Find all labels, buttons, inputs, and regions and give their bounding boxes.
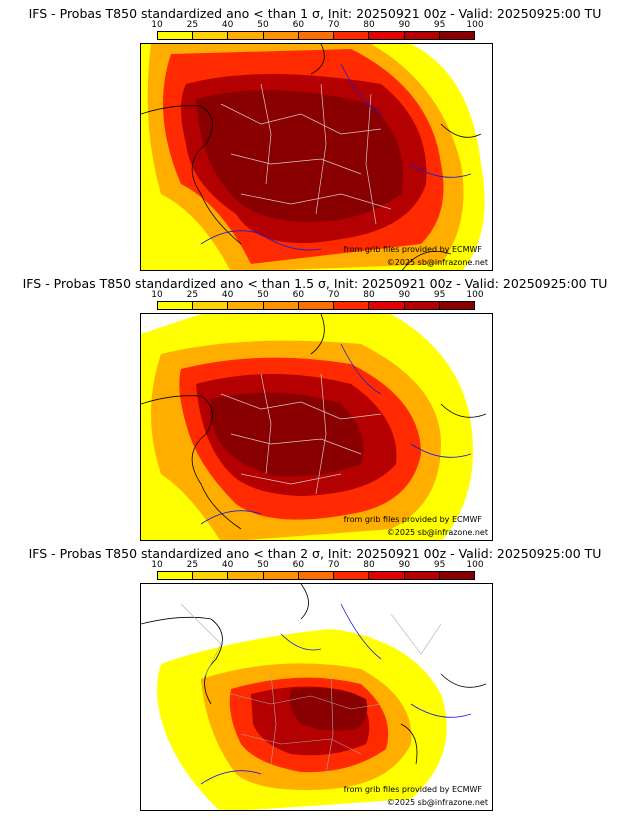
panel-title: IFS - Probas T850 standardized ano < tha… [28,546,602,561]
colorbar-swatch [439,302,474,309]
source-credit: from grib files provided by ECMWF [343,785,482,794]
colorbar-swatch [263,32,299,39]
colorbar-swatch [193,302,229,309]
colorbar-tick-label: 10 [151,290,163,300]
colorbar-swatch [263,572,299,579]
map-canvas [141,584,487,810]
colorbar-tick-labels: 10 25 40 50 60 70 80 90 95 100 [151,20,483,30]
probability-map: from grib files provided by ECMWF ©2025 … [140,43,493,271]
colorbar-swatch [193,32,229,39]
colorbar-tick-label: 40 [221,560,234,570]
colorbar-tick-label: 50 [257,20,269,30]
colorbar-tick-label: 60 [292,560,305,570]
probability-map: from grib files provided by ECMWF ©2025 … [140,583,493,811]
colorbar-tick-label: 100 [466,560,484,570]
colorbar-swatch [158,32,194,39]
colorbar-tick-label: 95 [433,20,446,30]
colorbar-swatches [157,571,475,580]
regional-borders [220,83,392,225]
colorbar-swatch [334,32,370,39]
copyright-credit: ©2025 sb@infrazone.net [386,528,488,537]
colorbar-tick-label: 50 [257,290,269,300]
probability-map: from grib files provided by ECMWF ©2025 … [140,313,493,541]
colorbar-tick-label: 60 [292,20,305,30]
colorbar-swatch [404,302,440,309]
map-canvas [141,44,485,270]
colorbar-swatch [158,302,194,309]
colorbar-swatch [193,572,229,579]
colorbar-swatch [439,32,474,39]
colorbar-swatch [404,572,440,579]
colorbar-tick-label: 40 [221,290,234,300]
colorbar-swatch [369,572,405,579]
colorbar-swatch [439,572,474,579]
panel-title: IFS - Probas T850 standardized ano < tha… [22,276,608,291]
coastline [141,314,487,530]
colorbar-tick-label: 100 [466,20,484,30]
rivers [200,63,472,251]
colorbar-swatch [228,572,264,579]
regional-borders [220,373,382,495]
colorbar-tick-label: 25 [186,20,199,30]
colorbar-tick-labels: 10 25 40 50 60 70 80 90 95 100 [151,560,483,570]
colorbar-swatches [157,31,475,40]
colorbar-swatch [263,302,299,309]
copyright-credit: ©2025 sb@infrazone.net [386,258,488,267]
colorbar-tick-label: 80 [363,20,375,30]
colorbar-tick-label: 70 [327,20,340,30]
colorbar-tick-label: 25 [186,290,199,300]
colorbar-tick-label: 90 [398,560,411,570]
copyright-credit: ©2025 sb@infrazone.net [386,798,488,807]
prob-contour-95 [209,392,364,477]
colorbar-tick-labels: 10 25 40 50 60 70 80 90 95 100 [151,290,483,300]
map-canvas [141,314,487,540]
colorbar-swatch [404,32,440,39]
colorbar-swatch [334,302,370,309]
colorbar-tick-label: 90 [398,290,411,300]
coastline [141,584,487,765]
colorbar-tick-label: 40 [221,20,234,30]
colorbar-tick-label: 100 [466,290,484,300]
colorbar-swatch [298,572,335,579]
colorbar: 10 25 40 50 60 70 80 90 95 100 [151,20,484,41]
prob-contour-95 [289,687,368,731]
colorbar-tick-label: 90 [398,20,411,30]
colorbar-tick-label: 95 [433,290,446,300]
source-credit: from grib files provided by ECMWF [343,515,482,524]
colorbar: 10 25 40 50 60 70 80 90 95 100 [151,290,484,311]
prob-contour-95 [196,90,403,223]
panel-title: IFS - Probas T850 standardized ano < tha… [28,6,602,21]
colorbar-tick-label: 95 [433,560,446,570]
colorbar-tick-label: 60 [292,290,305,300]
probability-panel-2: IFS - Probas T850 standardized ano < tha… [0,276,630,546]
coastline [141,44,482,270]
colorbar-tick-label: 10 [151,560,163,570]
colorbar-tick-label: 50 [257,560,269,570]
colorbar-tick-label: 25 [186,560,199,570]
colorbar-swatch [298,32,335,39]
colorbar-swatch [298,302,335,309]
source-credit: from grib files provided by ECMWF [343,245,482,254]
colorbar-tick-label: 10 [151,20,163,30]
rivers [200,603,472,785]
colorbar-swatch [158,572,194,579]
probability-panel-3: IFS - Probas T850 standardized ano < tha… [0,546,630,816]
colorbar-swatch [228,302,264,309]
probability-panel-1: IFS - Probas T850 standardized ano < tha… [0,6,630,276]
colorbar-swatch [369,302,405,309]
colorbar-swatch [369,32,405,39]
colorbar-swatch [228,32,264,39]
colorbar-tick-label: 70 [327,560,340,570]
colorbar: 10 25 40 50 60 70 80 90 95 100 [151,560,484,581]
colorbar-tick-label: 80 [363,290,375,300]
colorbar-swatch [334,572,370,579]
regional-borders [180,603,442,775]
rivers [200,343,472,525]
colorbar-swatches [157,301,475,310]
colorbar-tick-label: 70 [327,290,340,300]
colorbar-tick-label: 80 [363,560,375,570]
